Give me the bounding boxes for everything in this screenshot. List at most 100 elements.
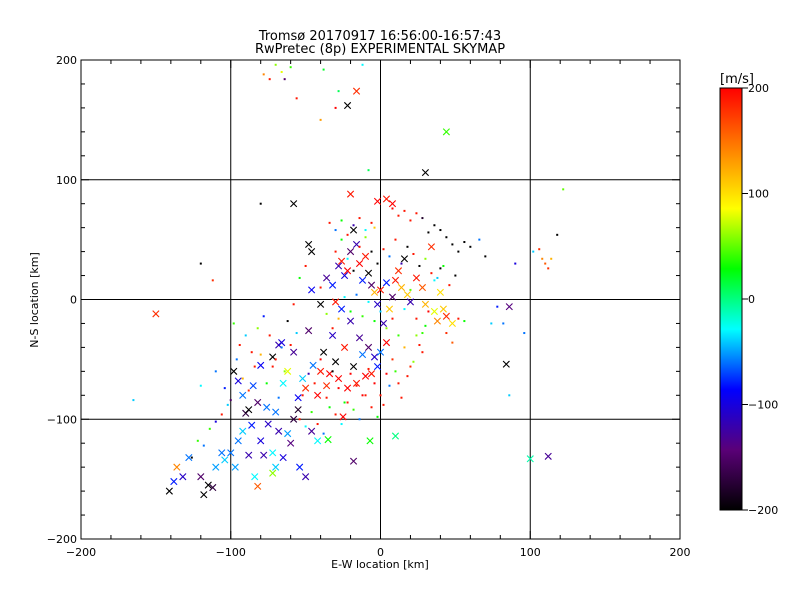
cross-marker	[412, 274, 421, 282]
dot-marker	[394, 370, 397, 373]
dot-marker	[433, 224, 436, 227]
cross-marker	[394, 267, 403, 275]
scatter-points	[132, 63, 565, 499]
cross-marker	[200, 491, 208, 499]
dot-marker	[304, 425, 307, 428]
dot-marker	[478, 238, 481, 241]
dot-marker	[388, 384, 391, 387]
cross-marker	[248, 421, 256, 429]
cross-marker	[373, 197, 382, 205]
dot-marker	[361, 315, 364, 318]
cross-marker	[294, 394, 302, 402]
cross-marker	[296, 463, 304, 471]
dot-marker	[415, 317, 418, 320]
cross-marker	[526, 455, 534, 463]
cross-marker	[239, 427, 247, 435]
cross-marker	[373, 300, 382, 308]
dot-marker	[274, 358, 277, 361]
dot-marker	[313, 382, 316, 385]
cross-marker	[349, 362, 358, 371]
cross-marker	[421, 168, 430, 177]
x-tick-label: 200	[670, 546, 691, 559]
dot-marker	[277, 396, 280, 399]
cross-marker	[245, 451, 253, 459]
cross-marker	[197, 473, 205, 481]
dot-marker	[463, 241, 466, 244]
dot-marker	[199, 384, 202, 387]
cross-marker	[337, 305, 346, 313]
cross-marker	[355, 259, 364, 268]
dot-marker	[334, 229, 337, 232]
cross-marker	[170, 477, 178, 486]
dot-marker	[340, 423, 343, 426]
cross-marker	[305, 240, 313, 249]
cross-marker	[290, 415, 298, 423]
dot-marker	[430, 272, 433, 275]
dot-marker	[241, 377, 244, 380]
x-tick-label: 0	[377, 546, 384, 559]
cross-marker	[275, 427, 283, 435]
cross-marker	[302, 384, 310, 392]
dot-marker	[412, 360, 415, 363]
dot-marker	[259, 202, 262, 205]
dot-marker	[346, 257, 349, 260]
cross-marker	[284, 367, 292, 375]
dot-marker	[421, 351, 424, 354]
dot-marker	[409, 288, 412, 291]
dot-marker	[391, 317, 394, 320]
cross-marker	[165, 487, 173, 495]
cross-marker	[358, 276, 367, 284]
dot-marker	[415, 334, 418, 337]
cross-marker	[373, 362, 382, 371]
dot-marker	[328, 406, 331, 409]
dot-marker	[391, 358, 394, 361]
dot-marker	[331, 370, 334, 373]
dot-marker	[379, 310, 382, 313]
cross-marker	[418, 283, 427, 292]
dot-marker	[262, 315, 265, 318]
dot-marker	[196, 439, 199, 442]
y-axis-label: N-S location [km]	[28, 252, 41, 348]
cross-marker	[254, 482, 262, 490]
dot-marker	[322, 68, 325, 71]
cross-marker	[403, 291, 412, 299]
cross-marker	[391, 432, 400, 440]
dot-marker	[289, 66, 292, 69]
dot-marker	[370, 406, 373, 409]
cross-marker	[355, 334, 364, 342]
dot-marker	[367, 169, 370, 172]
cross-marker	[382, 279, 391, 287]
dot-marker	[256, 327, 259, 330]
cross-marker	[328, 281, 337, 289]
dot-marker	[403, 346, 406, 349]
cross-marker	[209, 483, 217, 492]
cross-marker	[245, 406, 253, 414]
dot-marker	[370, 250, 373, 253]
dot-marker	[283, 78, 286, 81]
dot-marker	[373, 226, 376, 229]
cross-marker	[346, 317, 355, 325]
colorbar-gradient	[719, 87, 743, 511]
cross-marker	[302, 473, 310, 481]
dot-marker	[400, 396, 403, 399]
dot-marker	[310, 411, 313, 414]
dot-marker	[253, 365, 256, 368]
cross-marker	[442, 128, 450, 136]
cross-marker	[239, 391, 247, 399]
x-axis-label: E-W location [km]	[331, 558, 429, 571]
dot-marker	[445, 236, 448, 239]
cross-marker	[260, 451, 268, 459]
dot-marker	[544, 262, 547, 265]
cross-marker	[324, 436, 332, 444]
dot-marker	[445, 332, 448, 335]
cross-marker	[227, 449, 235, 457]
dot-marker	[394, 238, 397, 241]
dot-marker	[412, 252, 415, 255]
dot-marker	[424, 257, 427, 260]
dot-marker	[295, 332, 298, 335]
dot-marker	[349, 310, 352, 313]
dot-marker	[406, 375, 409, 378]
colorbar-tick-label: 0	[748, 293, 755, 306]
cross-marker	[502, 360, 510, 368]
